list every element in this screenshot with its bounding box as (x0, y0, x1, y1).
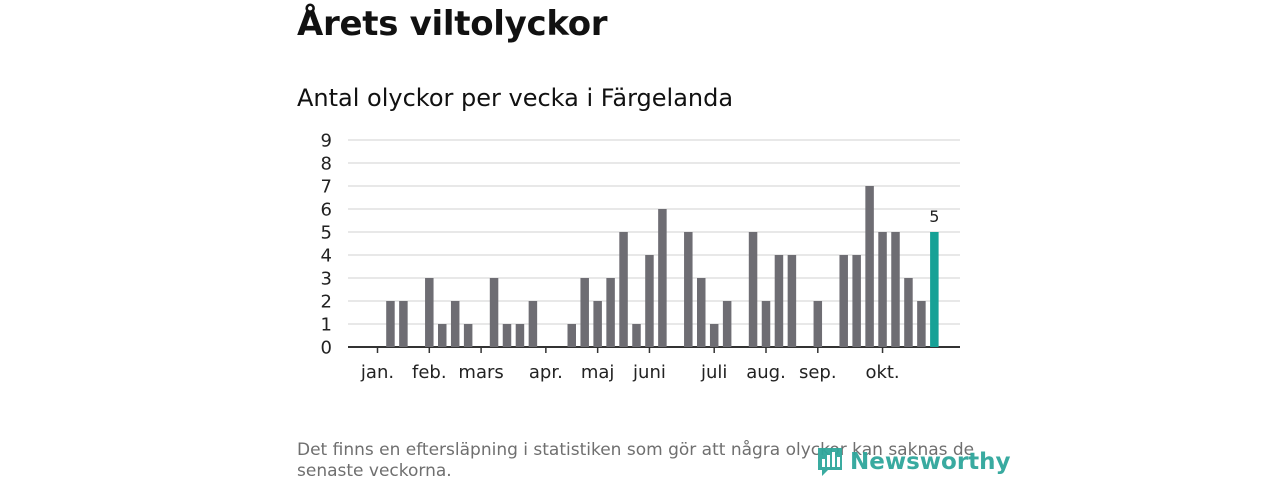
x-tick-label-maj: maj (581, 362, 615, 383)
bars (386, 186, 939, 347)
bar-week-7 (450, 301, 460, 347)
page-title: Årets viltolyckor (297, 4, 608, 44)
y-tick-label-8: 8 (321, 154, 332, 175)
y-tick-label-6: 6 (321, 200, 332, 221)
bar-week-27 (709, 324, 719, 347)
bar-week-10 (489, 278, 499, 347)
y-tick-label-7: 7 (321, 177, 332, 198)
bar-week-43 (917, 301, 926, 347)
bar-week-6 (438, 324, 447, 347)
x-tick-label-okt.: okt. (865, 362, 899, 383)
x-tick-label-juni: juni (632, 362, 666, 383)
bar-week-28 (722, 301, 732, 347)
bar-week-16 (567, 324, 576, 347)
bar-week-12 (515, 324, 525, 347)
bar-week-17 (580, 278, 589, 347)
bar-week-2 (386, 301, 395, 347)
newsworthy-logo[interactable]: Newsworthy (816, 446, 1011, 478)
bar-week-37 (839, 255, 848, 347)
bar-week-11 (502, 324, 512, 347)
bar-week-26 (697, 278, 706, 347)
data-labels: 5 (929, 207, 939, 226)
bar-week-13 (528, 301, 538, 347)
data-label-week-44: 5 (929, 207, 939, 226)
y-tick-label-0: 0 (321, 338, 332, 359)
bar-week-30 (748, 232, 758, 347)
bar-week-22 (645, 255, 654, 347)
bar-week-8 (463, 324, 473, 347)
bar-week-42 (904, 278, 913, 347)
y-tick-label-1: 1 (321, 315, 332, 336)
bar-week-3 (399, 301, 408, 347)
bar-week-40 (878, 232, 887, 347)
x-tick-label-aug.: aug. (746, 362, 786, 383)
bar-week-19 (606, 278, 615, 347)
x-tick-label-juli: juli (700, 362, 727, 383)
bar-week-18 (593, 301, 602, 347)
y-tick-label-4: 4 (321, 246, 332, 267)
bar-week-44 (930, 232, 939, 347)
bar-week-31 (761, 301, 771, 347)
y-tick-label-5: 5 (321, 223, 332, 244)
y-tick-label-2: 2 (321, 292, 332, 313)
chart-subtitle: Antal olyckor per vecka i Färgelanda (297, 84, 734, 112)
y-tick-label-9: 9 (321, 131, 332, 152)
x-axis-ticks: jan. feb. mars apr. maj juni juli aug. sep. okt. (360, 347, 900, 383)
bar-week-32 (774, 255, 784, 347)
bar-week-35 (813, 301, 823, 347)
bar-week-39 (865, 186, 874, 347)
x-tick-label-sep.: sep. (799, 362, 837, 383)
x-tick-label-jan.: jan. (360, 362, 394, 383)
y-tick-label-3: 3 (321, 269, 332, 290)
x-tick-label-mars: mars (458, 362, 503, 383)
bar-week-41 (891, 232, 900, 347)
x-tick-label-feb.: feb. (412, 362, 447, 383)
bar-week-23 (658, 209, 667, 347)
footnote: Det finns en eftersläpning i statistiken… (297, 440, 975, 481)
newsworthy-logo-text: Newsworthy (850, 449, 1011, 475)
bar-week-21 (632, 324, 641, 347)
newsworthy-logo-icon (818, 448, 842, 476)
bar-week-33 (787, 255, 797, 347)
bar-week-5 (425, 278, 434, 347)
bar-week-25 (684, 232, 693, 347)
bar-week-38 (852, 255, 861, 347)
bar-week-20 (619, 232, 628, 347)
x-tick-label-apr.: apr. (529, 362, 563, 383)
